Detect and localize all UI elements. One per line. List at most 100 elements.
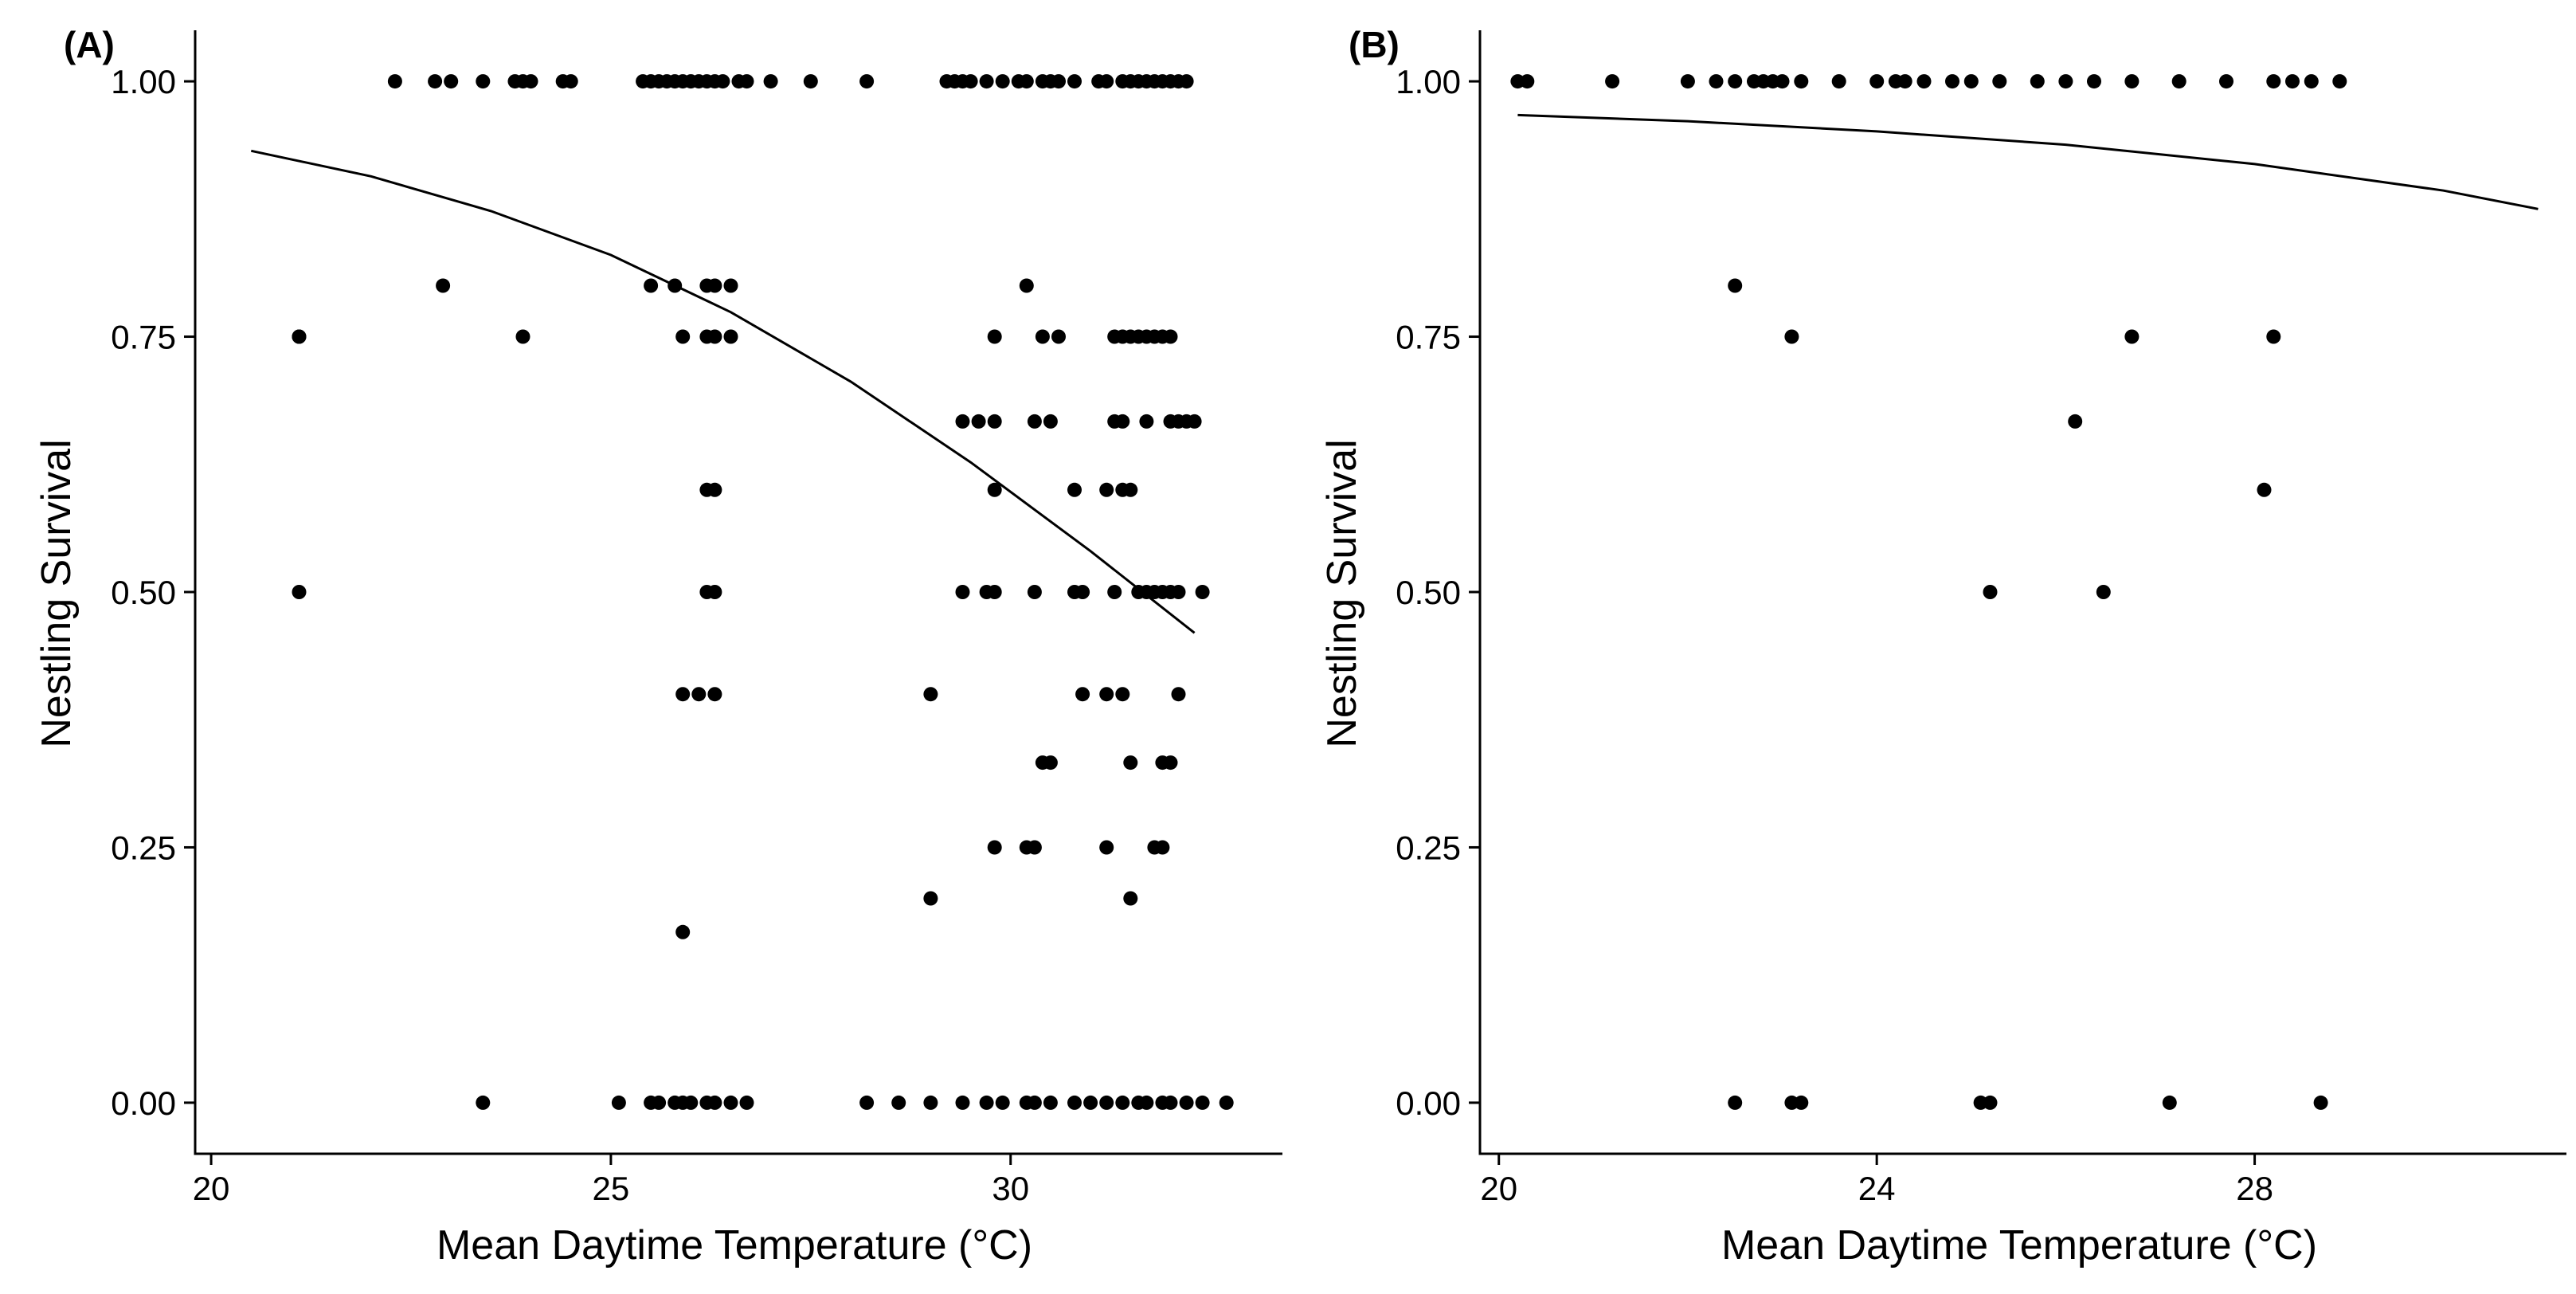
panel-b-y-tick-label: 0.75 [1396,319,1461,356]
panel-a-data-point [987,585,1002,599]
panel-a-data-point [707,1095,722,1110]
panel-a-data-point [387,74,402,89]
panel-b-data-point [2266,74,2281,89]
panel-b-data-point [1869,74,1885,89]
panel-a-data-point [891,1095,906,1110]
panel-b-data-point [1945,74,1959,89]
panel-b-data-point [2285,74,2300,89]
panel-a-data-point [675,687,691,702]
panel-a-data-point [979,1095,994,1110]
panel-a-data-point [1195,1095,1210,1110]
panel-a-data-point [1027,414,1042,429]
panel-b-data-point [2030,74,2045,89]
panel-a-y-tick-label: 1.00 [111,63,176,100]
panel-b-data-point [1709,74,1724,89]
panel-a-data-point [739,74,754,89]
panel-b-data-point [1784,329,1799,344]
panel-a-data-point [515,329,530,344]
panel-b-data-point [2332,74,2347,89]
panel-a-data-point [1067,74,1082,89]
panel-a-data-point [1155,840,1170,855]
panel-a-data-point [1035,329,1050,344]
panel-a-data-point [1051,329,1066,344]
panel-a-data-point [1171,585,1186,599]
panel-a-data-point [707,482,722,497]
panel-a-y-tick-label: 0.50 [111,574,176,611]
panel-b-data-point [2219,74,2233,89]
panel-a-data-point [611,1095,626,1110]
panel-b-y-tick-label: 0.00 [1396,1084,1461,1122]
panel-a-data-point [436,278,451,293]
panel-a: (A) 0.00 0.25 0.50 0.75 1.00 20 25 30 Mean Day… [33,24,1282,1269]
panel-b-tag: (B) [1349,24,1400,65]
panel-b-fit [1517,113,2539,210]
panel-a-data-point [683,1095,699,1110]
panel-a-data-point [1115,1095,1130,1110]
panel-b-data-point [1916,74,1932,89]
panel-a-data-point [723,278,738,293]
panel-a-y-tick-label: 0.00 [111,1084,176,1122]
panel-b-y-tick-label: 0.25 [1396,829,1461,866]
panel-a-x-axis-title: Mean Daytime Temperature (°C) [437,1222,1032,1269]
panel-a-data-point [1123,482,1138,497]
panel-b-data-point [1605,74,1620,89]
panel-a-data-point [1115,414,1130,429]
panel-a-data-point [292,329,307,344]
panel-b-x-ticks: 20 24 28 [1480,1154,2273,1207]
panel-a-data-point [995,74,1010,89]
panel-a-data-point [955,414,970,429]
panel-a-x-tick-label: 20 [193,1170,230,1207]
panel-a-fitted-curve [250,149,1196,634]
panel-a-data-point [803,74,818,89]
panel-a-y-tick-label: 0.75 [111,319,176,356]
panel-b-x-tick-label: 24 [1858,1170,1896,1207]
panel-a-data-point [987,840,1002,855]
panel-b-data-point [2124,329,2139,344]
panel-a-data-point [923,687,938,702]
panel-a-data-point [675,924,691,939]
panel-a-data-point [979,74,994,89]
panel-a-data-point [1115,687,1130,702]
panel-a-data-point [1107,585,1122,599]
panel-a-points [292,74,1234,1110]
panel-b: (B) 0.00 0.25 0.50 0.75 1.00 20 24 28 Mean Day… [1319,24,2566,1269]
panel-b-data-point [2124,74,2139,89]
panel-a-data-point [955,585,970,599]
panel-a-data-point [707,687,722,702]
panel-a-data-point [1067,1095,1082,1110]
panel-b-data-point [1520,74,1535,89]
panel-b-data-point [1680,74,1695,89]
panel-b-data-point [1983,1095,1998,1110]
panel-a-data-point [955,1095,970,1110]
panel-b-y-ticks: 0.00 0.25 0.50 0.75 1.00 [1396,63,1480,1122]
panel-a-data-point [923,891,938,906]
panel-b-fitted-curve [1517,113,2539,210]
panel-a-data-point [987,482,1002,497]
panel-a-data-point [715,74,730,89]
panel-a-data-point [563,74,578,89]
panel-a-data-point [1099,74,1114,89]
panel-a-data-point [476,74,491,89]
panel-b-data-point [2068,414,2083,429]
panel-b-data-point [2313,1095,2328,1110]
panel-a-data-point [1067,482,1082,497]
panel-b-data-point [1831,74,1846,89]
panel-a-data-point [1163,1095,1178,1110]
panel-a-data-point [1083,1095,1098,1110]
panel-a-data-point [1075,585,1090,599]
panel-a-data-point [707,585,722,599]
panel-a-data-point [1187,414,1202,429]
panel-a-data-point [476,1095,491,1110]
panel-a-x-tick-label: 30 [992,1170,1029,1207]
panel-a-data-point [1043,1095,1058,1110]
panel-a-data-point [763,74,778,89]
panel-a-y-ticks: 0.00 0.25 0.50 0.75 1.00 [111,63,195,1122]
panel-a-data-point [644,278,659,293]
panel-a-data-point [1139,414,1154,429]
panel-a-data-point [652,1095,667,1110]
panel-a-data-point [707,278,722,293]
panel-a-data-point [1019,74,1034,89]
panel-a-y-tick-label: 0.25 [111,829,176,866]
panel-a-fit [250,149,1196,634]
